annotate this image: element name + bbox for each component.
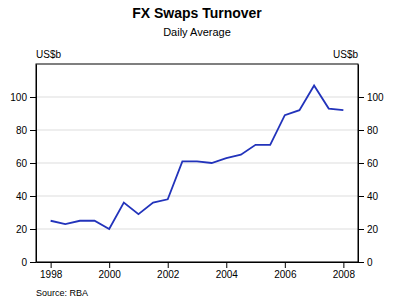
- tick-label: 60: [367, 158, 379, 169]
- tick: 60: [358, 158, 379, 169]
- tick: 40: [358, 191, 379, 202]
- tick: 20: [16, 224, 36, 235]
- tick-mark: [168, 262, 169, 268]
- line: [51, 85, 344, 229]
- tick-mark: [109, 262, 110, 268]
- tick-mark: [30, 163, 36, 164]
- tick-mark: [30, 229, 36, 230]
- title: FX Swaps Turnover: [132, 5, 262, 21]
- grid-line: [36, 163, 358, 164]
- tick-label: 40: [367, 191, 379, 202]
- tick-label: 0: [367, 257, 373, 268]
- tick-mark: [51, 262, 52, 268]
- tick: 0: [21, 257, 36, 268]
- tick-label: 2004: [216, 269, 239, 280]
- tick-label: 100: [10, 92, 27, 103]
- tick: 60: [16, 158, 36, 169]
- tick: 2002: [157, 262, 180, 280]
- tick: 80: [16, 125, 36, 136]
- tick-label: 80: [367, 125, 379, 136]
- tick: 2006: [274, 262, 297, 280]
- chart: 1998 2000 2002 2004 2006 2008 0 20 40 60 80 100 0 20 4…: [0, 0, 394, 302]
- grid-line: [36, 97, 358, 98]
- tick-label: 2000: [99, 269, 122, 280]
- plot-frame: [36, 64, 358, 262]
- y-axis-label: US$b: [36, 49, 61, 60]
- tick-mark: [30, 196, 36, 197]
- grid-line: [36, 196, 358, 197]
- tick-label: 20: [16, 224, 28, 235]
- tick: 100: [358, 92, 384, 103]
- grid-line: [36, 130, 358, 131]
- tick: 100: [10, 92, 36, 103]
- tick: 0: [358, 257, 373, 268]
- tick-mark: [358, 229, 364, 230]
- tick-label: 2002: [157, 269, 180, 280]
- tick-mark: [343, 262, 344, 268]
- tick-mark: [358, 196, 364, 197]
- grid-line: [36, 229, 358, 230]
- tick-mark: [30, 97, 36, 98]
- tick-mark: [358, 97, 364, 98]
- marks: [51, 85, 344, 229]
- tick-label: 2008: [333, 269, 356, 280]
- tick-mark: [358, 262, 364, 263]
- y-axis: 0 20 40 60 80 100: [10, 65, 36, 268]
- y2-axis: 0 20 40 60 80 100: [358, 65, 384, 268]
- tick-label: 60: [16, 158, 28, 169]
- axis-domain: [36, 65, 37, 263]
- subtitle: Daily Average: [163, 26, 231, 38]
- x-axis: 1998 2000 2002 2004 2006 2008: [37, 262, 359, 280]
- tick-mark: [30, 262, 36, 263]
- tick-mark: [285, 262, 286, 268]
- tick-label: 100: [367, 92, 384, 103]
- tick-mark: [358, 163, 364, 164]
- tick: 2000: [99, 262, 122, 280]
- tick-label: 2006: [274, 269, 297, 280]
- source: Source: RBA: [36, 288, 88, 298]
- tick: 20: [358, 224, 379, 235]
- tick-mark: [226, 262, 227, 268]
- axis-domain: [37, 262, 359, 263]
- tick: 80: [358, 125, 379, 136]
- tick-label: 0: [21, 257, 27, 268]
- tick-label: 40: [16, 191, 28, 202]
- tick-label: 80: [16, 125, 28, 136]
- y2-axis-label: US$b: [333, 49, 358, 60]
- tick-mark: [358, 130, 364, 131]
- tick-label: 1998: [40, 269, 63, 280]
- tick-mark: [30, 130, 36, 131]
- tick-label: 20: [367, 224, 379, 235]
- tick: 40: [16, 191, 36, 202]
- tick: 2004: [216, 262, 239, 280]
- grid: [36, 97, 358, 262]
- tick: 2008: [333, 262, 356, 280]
- plot: 1998 2000 2002 2004 2006 2008 0 20 40 60 80 100 0 20 4…: [10, 64, 384, 280]
- tick: 1998: [40, 262, 63, 280]
